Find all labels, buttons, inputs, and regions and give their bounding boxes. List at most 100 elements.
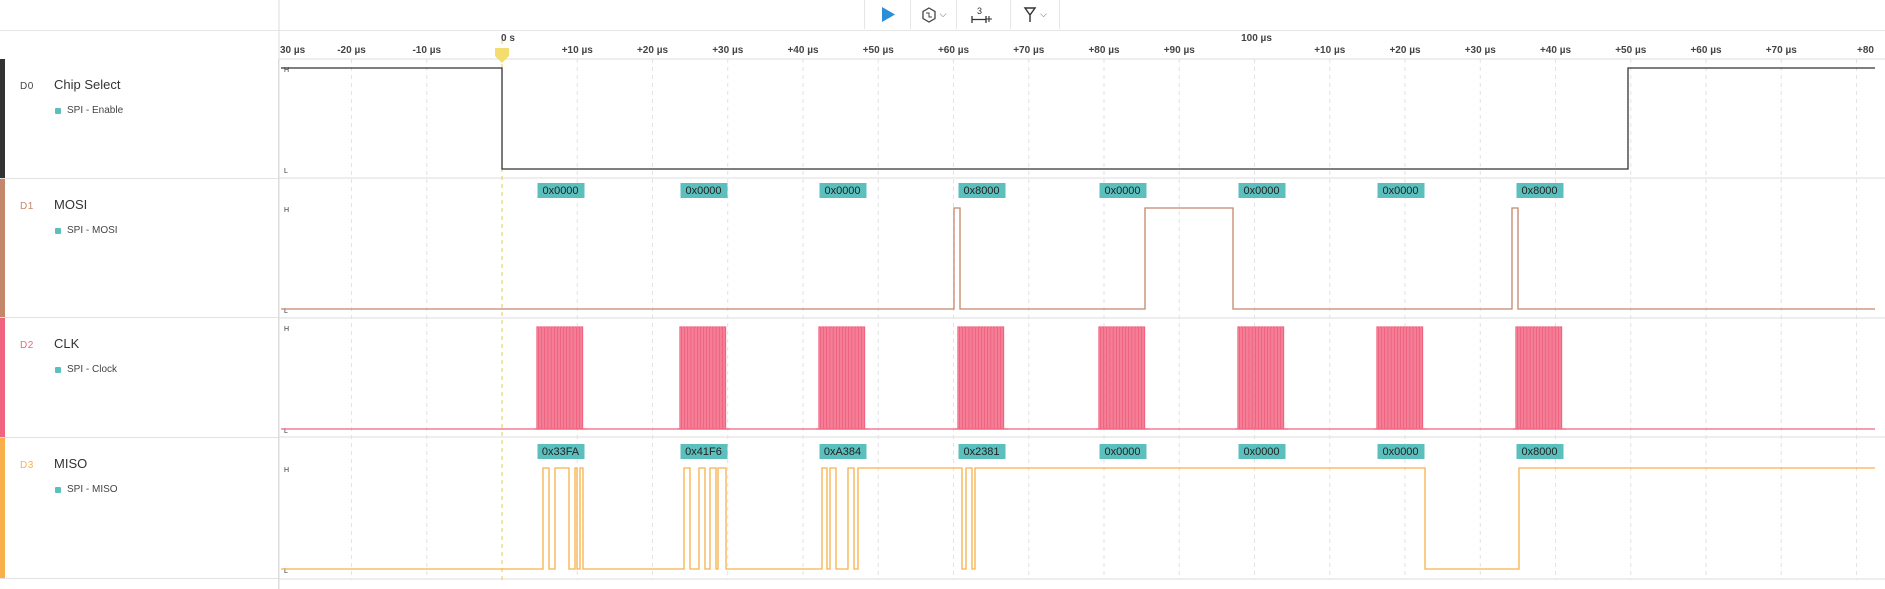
- ruler-tick-label: 30 µs: [280, 45, 306, 56]
- toolbar: ⌵ 3 ⌵: [0, 0, 1885, 31]
- channel-index: D0: [20, 81, 34, 92]
- ruler-tick-label: -10 µs: [412, 45, 441, 56]
- channel-row-d2[interactable]: D2 CLK SPI - Clock: [0, 318, 278, 438]
- measure-count: 3: [977, 6, 982, 16]
- channel-index: D3: [20, 460, 34, 471]
- analyzer-tag: SPI - MISO: [55, 484, 118, 495]
- analyzer-color-square: [55, 107, 61, 114]
- analyzer-tag: SPI - Enable: [55, 105, 123, 116]
- analyzer-label: SPI - MOSI: [67, 225, 118, 236]
- level-high-label: H: [284, 467, 289, 474]
- mosi-decoded-frame-bg: [1377, 183, 1425, 198]
- ruler-major-label: 100 µs: [1241, 33, 1272, 44]
- ruler-tick-label: +20 µs: [637, 45, 669, 56]
- channel-row-d3[interactable]: D3 MISO SPI - MISO: [0, 438, 278, 579]
- analyzer-label: SPI - MISO: [67, 484, 118, 495]
- miso-decoded-frame: 0x41F6: [685, 446, 722, 458]
- analyzer-color-square: [55, 366, 61, 373]
- ruler-tick-label: +40 µs: [1540, 45, 1572, 56]
- miso-decoded-frame-bg: [1516, 444, 1564, 459]
- ruler-tick-label: +90 µs: [1164, 45, 1196, 56]
- miso-decoded-frame-bg: [819, 444, 867, 459]
- ruler-tick-label: +30 µs: [712, 45, 744, 56]
- ruler-tick-label: +10 µs: [1314, 45, 1346, 56]
- level-low-label: L: [284, 568, 288, 575]
- miso-decoded-frame: 0x0000: [1382, 446, 1418, 458]
- ruler-tick-label: +80: [1857, 45, 1874, 56]
- channel-name[interactable]: Chip Select: [54, 77, 121, 92]
- mosi-decoded-frame: 0x0000: [1382, 185, 1418, 197]
- miso-decoded-frame: 0x0000: [1243, 446, 1279, 458]
- ruler-zero-label: 0 s: [501, 33, 515, 44]
- mosi-decoded-frame: 0x0000: [685, 185, 721, 197]
- level-high-label: H: [284, 207, 289, 214]
- start-capture-button[interactable]: [864, 0, 910, 29]
- mosi-waveform: [281, 207, 1875, 310]
- mosi-decoded-frame: 0x0000: [542, 185, 578, 197]
- play-icon: [881, 7, 895, 22]
- miso-decoded-frame: 0xA384: [824, 446, 861, 458]
- channel-name[interactable]: MOSI: [54, 197, 88, 212]
- miso-decoded-frame-bg: [1377, 444, 1425, 459]
- miso-decoded-frame: 0x0000: [1104, 446, 1140, 458]
- ruler-tick-label: +70 µs: [1766, 45, 1798, 56]
- mosi-decoded-frame: 0x0000: [1243, 185, 1279, 197]
- miso-decoded-frame-bg: [537, 444, 585, 459]
- channel-row-d0[interactable]: D0 Chip Select SPI - Enable: [0, 59, 278, 179]
- channel-name[interactable]: CLK: [54, 336, 80, 351]
- channel-index: D2: [20, 340, 34, 351]
- miso-decoded-frame: 0x33FA: [542, 446, 580, 458]
- mosi-decoded-frame-bg: [819, 183, 867, 198]
- channel-color-bar: [0, 179, 5, 317]
- chevron-down-icon: ⌵: [939, 9, 947, 20]
- mosi-decoded-frame-bg: [1099, 183, 1147, 198]
- marker-menu-button[interactable]: ⌵: [1010, 0, 1060, 29]
- clock-burst: [1513, 326, 1566, 430]
- miso-decoded-frame-bg: [1099, 444, 1147, 459]
- chip-select-waveform: [281, 67, 1875, 170]
- channel-row-d1[interactable]: D1 MOSI SPI - MOSI: [0, 179, 278, 318]
- miso-decoded-frame: 0x2381: [963, 446, 999, 458]
- channel-color-bar: [0, 318, 5, 437]
- trigger-menu-button[interactable]: ⌵: [910, 0, 956, 29]
- trigger-marker-icon: [495, 48, 509, 63]
- add-measurement-button[interactable]: 3: [956, 0, 1007, 29]
- mosi-decoded-frame-bg: [958, 183, 1006, 198]
- clock-burst: [1096, 326, 1149, 430]
- measure-icon: 3: [971, 6, 992, 23]
- mosi-decoded-frame-bg: [680, 183, 728, 198]
- clock-burst: [1374, 326, 1427, 430]
- level-low-label: L: [284, 428, 288, 435]
- ruler-tick-label: -20 µs: [337, 45, 366, 56]
- analyzer-color-square: [55, 227, 61, 234]
- level-high-label: H: [284, 326, 289, 333]
- channel-color-bar: [0, 59, 5, 178]
- miso-waveform: [281, 467, 1875, 570]
- ruler-tick-label: +30 µs: [1465, 45, 1497, 56]
- channel-name[interactable]: MISO: [54, 456, 88, 471]
- level-low-label: L: [284, 168, 288, 175]
- mosi-decoded-frame: 0x8000: [1521, 185, 1557, 197]
- clock-burst: [677, 326, 730, 430]
- channel-index: D1: [20, 201, 34, 212]
- mosi-decoded-frame-bg: [537, 183, 585, 198]
- ruler-tick-label: +70 µs: [1013, 45, 1045, 56]
- ruler-tick-label: +60 µs: [1690, 45, 1722, 56]
- miso-decoded-frame-bg: [1238, 444, 1286, 459]
- channel-sidebar: D0 Chip Select SPI - Enable D1 MOSI SPI …: [0, 59, 279, 589]
- ruler-tick-label: +80 µs: [1088, 45, 1120, 56]
- analyzer-label: SPI - Enable: [67, 105, 124, 116]
- miso-decoded-frame-bg: [680, 444, 728, 459]
- clock-burst: [955, 326, 1008, 430]
- ruler-tick-label: +20 µs: [1389, 45, 1421, 56]
- clock-burst: [534, 326, 587, 430]
- level-high-label: H: [284, 67, 289, 74]
- miso-decoded-frame: 0x8000: [1521, 446, 1557, 458]
- ruler-tick-label: +40 µs: [787, 45, 819, 56]
- chevron-down-icon: ⌵: [1040, 9, 1047, 20]
- clock-burst: [816, 326, 869, 430]
- ruler-tick-label: +60 µs: [938, 45, 970, 56]
- clock-burst: [1235, 326, 1288, 430]
- ruler-tick-label: +50 µs: [863, 45, 895, 56]
